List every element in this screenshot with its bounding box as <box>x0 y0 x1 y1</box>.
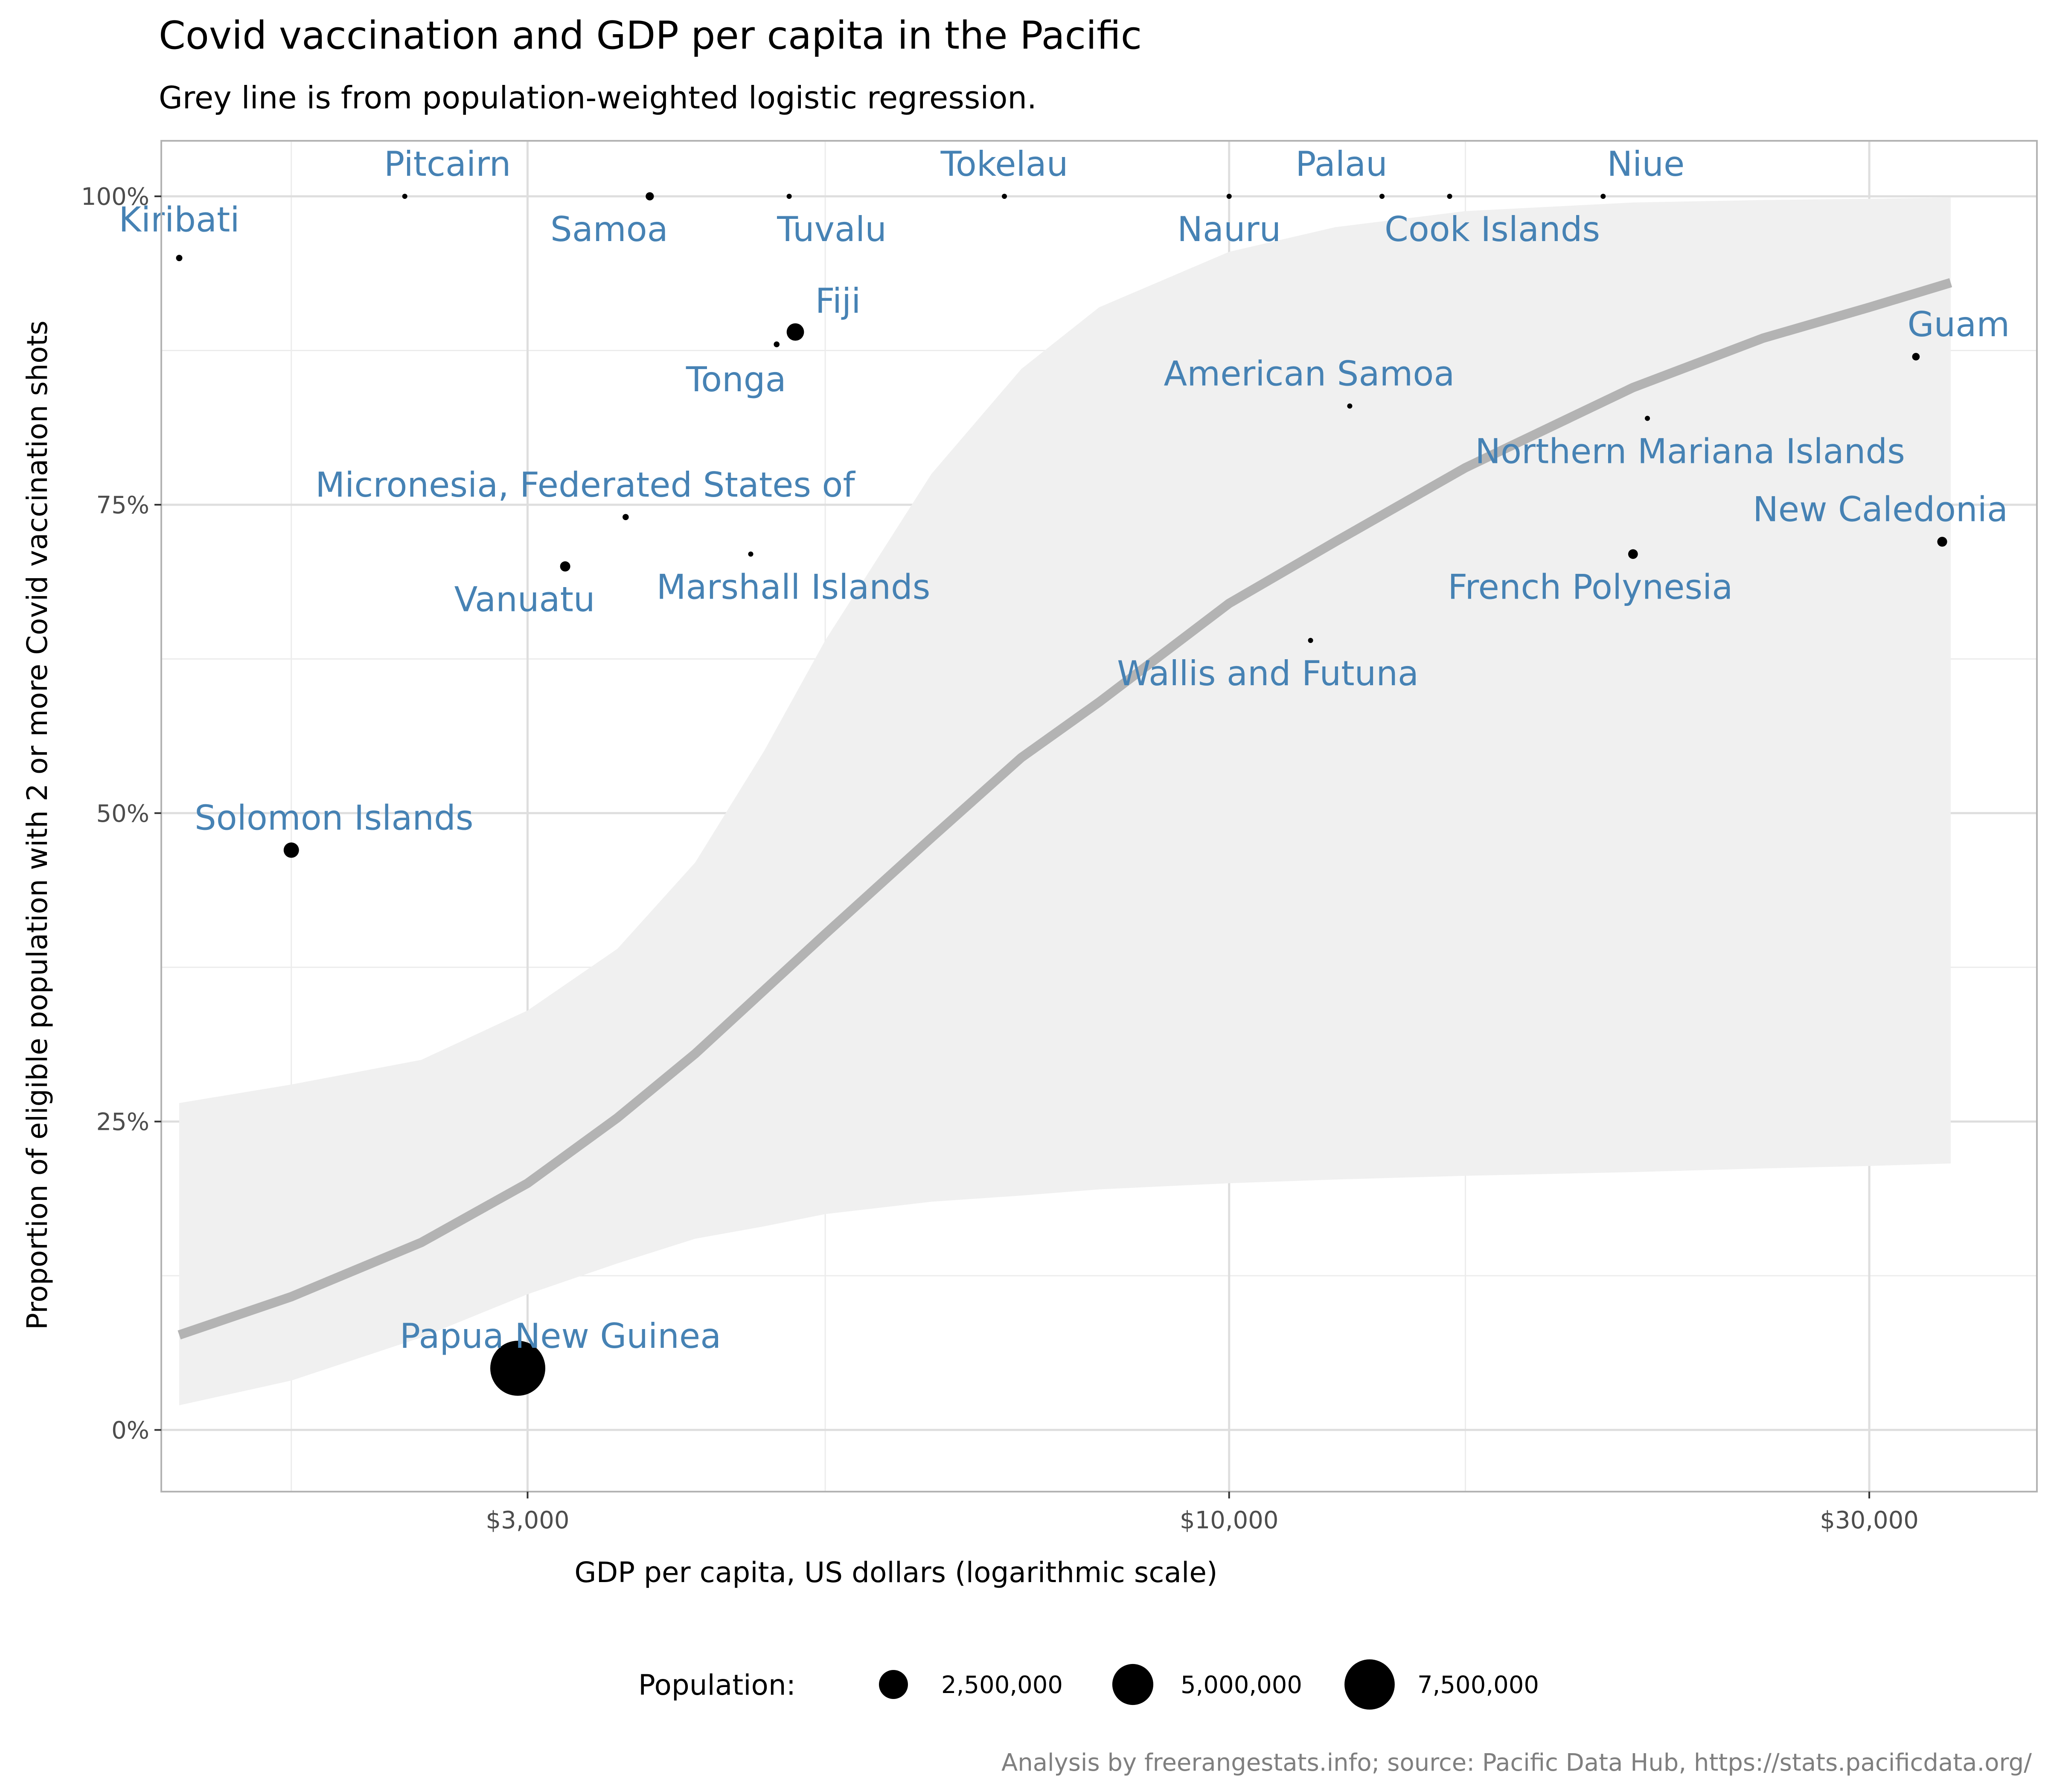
y-tick-label: 100% <box>81 183 149 211</box>
legend-entry-label: 7,500,000 <box>1417 1671 1539 1699</box>
point-fiji <box>786 323 804 341</box>
point-label: Tuvalu <box>777 209 887 249</box>
point-nauru <box>1226 194 1232 199</box>
y-tick-label: 25% <box>96 1108 149 1136</box>
point-vanuatu <box>560 561 570 572</box>
point-label: Guam <box>1908 305 2010 344</box>
chart-subtitle: Grey line is from population-weighted lo… <box>159 80 1037 116</box>
y-tick-label: 50% <box>96 800 149 828</box>
chart-title: Covid vaccination and GDP per capita in … <box>159 13 1142 58</box>
y-axis-ticks: 0% 25% 50% 75% 100% <box>81 183 161 1444</box>
x-axis-ticks: $3,000 $10,000 $30,000 <box>486 1492 1919 1534</box>
x-axis-label: GDP per capita, US dollars (logarithmic … <box>574 1556 1217 1589</box>
legend-key-circle <box>1344 1659 1395 1710</box>
point-american-samoa <box>1347 403 1353 409</box>
legend-key-circle <box>879 1670 908 1699</box>
point-label: Niue <box>1607 144 1684 184</box>
chart-caption: Analysis by freerangestats.info; source:… <box>1001 1749 2032 1777</box>
point-label: New Caledonia <box>1753 490 2008 529</box>
point-label: Nauru <box>1177 209 1281 249</box>
population-legend: Population: 2,500,000 5,000,000 7,500,000 <box>638 1659 1539 1710</box>
point-label: American Samoa <box>1164 354 1455 394</box>
point-label: French Polynesia <box>1448 567 1733 607</box>
point-new-caledonia <box>1937 537 1947 547</box>
confidence-band <box>179 198 1951 1405</box>
point-label: Palau <box>1295 144 1388 184</box>
point-marshall-islands <box>748 551 753 557</box>
point-label: Pitcairn <box>384 144 511 184</box>
x-tick-label: $10,000 <box>1180 1507 1279 1534</box>
point-tokelau <box>1002 194 1007 199</box>
point-cook-islands <box>1447 194 1452 199</box>
legend-entry-label: 2,500,000 <box>941 1671 1063 1699</box>
point-label: Vanuatu <box>454 580 595 620</box>
point-label: Papua New Guinea <box>400 1316 721 1356</box>
data-points <box>176 192 1947 1396</box>
point-label: Samoa <box>550 209 668 249</box>
point-northern-mariana-islands <box>1645 416 1650 421</box>
point-guam <box>1912 353 1920 361</box>
point-label: Kiribati <box>119 200 239 240</box>
point-label: Northern Mariana Islands <box>1475 432 1905 471</box>
point-samoa <box>646 192 654 201</box>
y-tick-label: 0% <box>111 1417 149 1444</box>
point-papua-new-guinea <box>490 1341 546 1396</box>
point-label: Cook Islands <box>1385 209 1600 249</box>
point-wallis-and-futuna <box>1308 637 1313 643</box>
x-tick-label: $30,000 <box>1820 1507 1919 1534</box>
y-axis-label: Proportion of eligible population with 2… <box>21 320 54 1330</box>
point-french-polynesia <box>1628 549 1638 559</box>
point-micronesia-federated-states-of <box>623 514 629 521</box>
point-label: Marshall Islands <box>657 567 931 607</box>
legend-title: Population: <box>638 1669 796 1702</box>
x-tick-label: $3,000 <box>486 1507 570 1534</box>
point-solomon-islands <box>283 842 299 858</box>
y-tick-label: 75% <box>96 492 149 519</box>
plot-panel-border <box>160 140 2038 1492</box>
point-labels: Kiribati Pitcairn Samoa Tuvalu Tokelau Nauru P… <box>119 144 2010 1356</box>
regression-line <box>177 278 1952 1340</box>
point-niue <box>1600 194 1606 199</box>
point-palau <box>1379 194 1385 199</box>
point-kiribati <box>176 255 183 262</box>
legend-key-circle <box>1112 1664 1154 1705</box>
point-label: Solomon Islands <box>195 798 474 838</box>
legend-entry-label: 5,000,000 <box>1181 1671 1302 1699</box>
point-label: Wallis and Futuna <box>1117 654 1419 693</box>
point-label: Micronesia, Federated States of <box>315 465 855 505</box>
point-pitcairn <box>402 194 407 199</box>
point-label: Tonga <box>686 360 786 399</box>
point-tuvalu <box>786 194 792 199</box>
point-label: Fiji <box>815 281 861 321</box>
point-label: Tokelau <box>940 144 1068 184</box>
point-tonga <box>774 341 780 347</box>
